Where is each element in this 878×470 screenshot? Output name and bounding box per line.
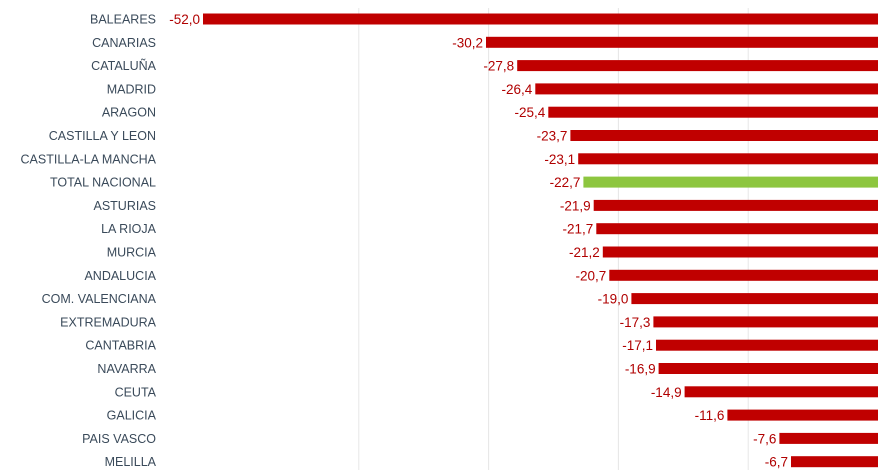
bar-canarias — [486, 36, 878, 48]
bar-cataluna — [517, 60, 878, 72]
value-label: -22,7 — [550, 175, 581, 190]
category-label: ASTURIAS — [93, 199, 156, 213]
value-label: -26,4 — [502, 82, 533, 97]
bar-navarra — [658, 363, 878, 374]
bar-com-valenciana — [631, 293, 878, 305]
bar-galicia — [727, 409, 878, 421]
bar-andalucia — [609, 269, 878, 281]
value-label: -23,1 — [544, 152, 575, 167]
value-label: -14,9 — [651, 385, 682, 400]
bar-pais-vasco — [779, 432, 878, 444]
value-label: -7,6 — [753, 431, 776, 446]
grid-lines — [358, 8, 749, 470]
category-label: GALICIA — [107, 409, 157, 423]
category-label: CANARIAS — [92, 36, 156, 50]
value-label: -20,7 — [576, 268, 607, 283]
category-label: NAVARRA — [97, 362, 156, 376]
category-label: CEUTA — [115, 385, 157, 399]
category-label: COM. VALENCIANA — [42, 292, 157, 306]
bar-aragon — [548, 106, 878, 118]
bar-total-nacional — [583, 176, 878, 188]
category-label: PAIS VASCO — [82, 432, 156, 446]
bar-madrid — [535, 83, 878, 95]
category-label: CASTILLA-LA MANCHA — [21, 152, 157, 166]
value-label: -21,2 — [569, 245, 600, 260]
bar-extremadura — [653, 316, 878, 328]
bar-murcia — [602, 246, 878, 258]
value-label: -16,9 — [625, 362, 656, 377]
value-label: -19,0 — [598, 292, 629, 307]
category-label: MURCIA — [107, 246, 157, 260]
bars — [203, 13, 878, 468]
bar-castilla-la-mancha — [578, 153, 878, 165]
category-label: BALEARES — [90, 13, 156, 27]
value-label: -17,1 — [622, 338, 653, 353]
bar-ceuta — [684, 386, 878, 398]
category-label: ANDALUCIA — [84, 269, 156, 283]
value-label: -27,8 — [483, 59, 514, 74]
category-label: CATALUÑA — [91, 59, 156, 73]
category-label: CANTABRIA — [85, 339, 156, 353]
value-label: -21,9 — [560, 198, 591, 213]
value-label: -30,2 — [452, 35, 483, 50]
value-label: -6,7 — [765, 455, 788, 470]
category-label: LA RIOJA — [101, 222, 157, 236]
value-label: -23,7 — [537, 129, 568, 144]
category-label: MADRID — [107, 82, 156, 96]
value-labels: -52,0 -30,2-27,8 -26,4 -25,4 -23,7 -23,1 -22,7… — [169, 12, 788, 470]
bar-castilla-y-leon — [570, 130, 878, 141]
category-labels: BALEARES CANARIAS CATALUÑA MADRID ARAGON CAST… — [21, 13, 157, 470]
category-label: TOTAL NACIONAL — [50, 176, 156, 190]
value-label: -52,0 — [169, 12, 200, 27]
value-label: -11,6 — [695, 408, 725, 423]
value-label: -21,7 — [563, 222, 594, 237]
category-label: MELILLA — [105, 455, 157, 469]
bar-asturias — [593, 199, 878, 211]
value-label: -17,3 — [620, 315, 651, 330]
category-label: EXTREMADURA — [60, 315, 157, 329]
bar-baleares — [203, 13, 878, 25]
category-label: ARAGON — [102, 106, 156, 120]
category-label: CASTILLA Y LEON — [49, 129, 156, 143]
bar-cantabria — [656, 339, 878, 351]
bar-la-rioja — [596, 223, 878, 235]
bar-melilla — [791, 456, 878, 468]
value-label: -25,4 — [515, 105, 546, 120]
